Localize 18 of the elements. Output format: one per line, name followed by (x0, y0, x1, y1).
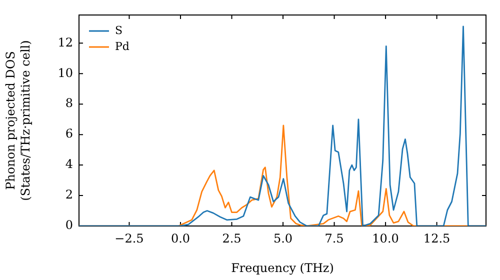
x-tick-label: 7.5 (324, 231, 344, 246)
x-axis-title: Frequency (THz) (231, 260, 334, 275)
y-tick-label: 12 (58, 35, 73, 50)
y-tick-label: 10 (58, 66, 73, 80)
x-tick-label: −2.5 (114, 231, 144, 246)
x-tick-label: 2.5 (222, 231, 242, 246)
x-tick-label: 5.0 (273, 231, 293, 246)
y-tick-label: 8 (65, 96, 73, 110)
y-tick-label: 0 (65, 218, 73, 232)
legend-label: S (115, 24, 123, 37)
y-tick-label: 6 (65, 126, 73, 141)
y-tick-label: 2 (65, 188, 73, 202)
x-tick-label: 0.0 (170, 231, 190, 246)
x-tick-label: 12.5 (423, 231, 450, 246)
y-axis-title: Phonon projected DOS (States/THz·primitive cell) (4, 40, 33, 201)
y-tick-label: 4 (65, 157, 74, 172)
x-tick-label: 10.0 (372, 231, 399, 246)
legend-label: Pd (115, 40, 130, 53)
